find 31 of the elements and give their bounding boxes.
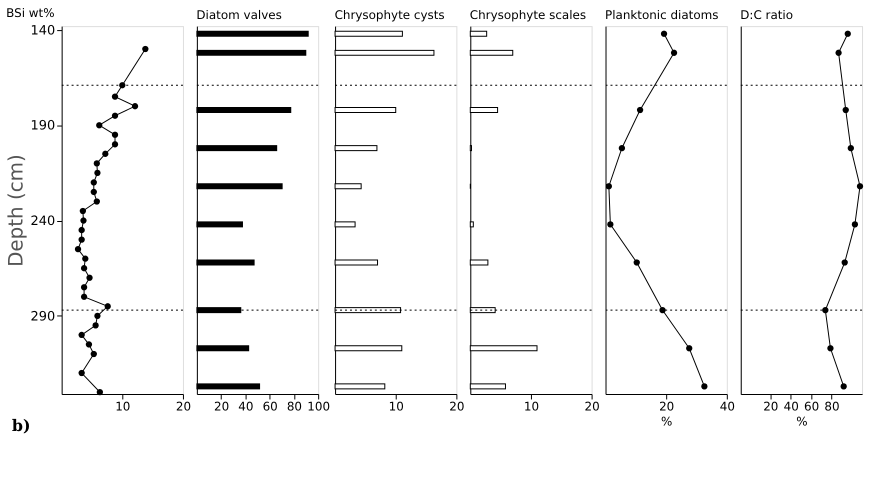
x-tick-label: 20 (659, 399, 674, 414)
chart-title: Diatom valves (196, 8, 282, 22)
x-tick-label: 20 (214, 399, 230, 414)
x-tick-label: 100 (307, 399, 330, 414)
chart-title: BSi wt% (6, 6, 55, 20)
chart-title: Chrysophyte cysts (334, 8, 445, 22)
x-tick-label: 40 (720, 399, 735, 414)
x-tick-label: 10 (115, 399, 130, 414)
x-tick-label: 20 (763, 399, 778, 414)
x-tick-label: 80 (286, 399, 302, 414)
x-tick-label: 20 (449, 399, 464, 414)
x-tick-label: 60 (804, 399, 820, 414)
y-tick-label: 240 (30, 214, 56, 230)
chart-title: Planktonic diatoms (605, 8, 718, 22)
text: b) (12, 416, 31, 435)
chart-title: D:C ratio (740, 8, 794, 22)
x-axis-title: % (661, 414, 672, 428)
y-tick-label: 140 (30, 23, 56, 38)
x-tick-label: 60 (262, 399, 278, 414)
chart-title: Chrysophyte scales (470, 8, 586, 22)
x-tick-label: 10 (524, 399, 540, 414)
x-tick-label: 40 (784, 399, 799, 414)
y-tick-label: 190 (30, 118, 56, 134)
y-axis-title: Depth (cm) (4, 154, 28, 267)
y-tick-label: 290 (30, 309, 56, 324)
x-tick-label: 20 (584, 399, 600, 414)
x-axis-title: % (796, 414, 808, 428)
x-tick-label: 10 (388, 399, 404, 414)
x-tick-label: 20 (176, 399, 192, 414)
x-tick-label: 80 (824, 399, 840, 414)
x-tick-label: 40 (238, 399, 254, 414)
